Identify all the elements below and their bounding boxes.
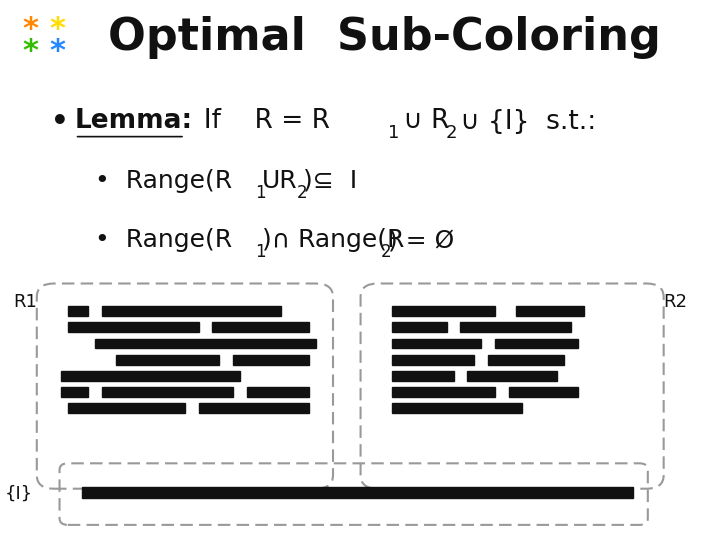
Bar	[392, 355, 474, 365]
Text: 1: 1	[255, 184, 266, 202]
Text: {I}: {I}	[5, 485, 33, 503]
Bar	[392, 371, 454, 381]
Text: ∪ {I}  s.t.:: ∪ {I} s.t.:	[452, 109, 596, 134]
Text: )∩ Range(R: )∩ Range(R	[262, 228, 405, 252]
Bar	[392, 387, 495, 397]
Text: ) = Ø: ) = Ø	[388, 228, 454, 252]
Bar	[461, 322, 571, 332]
Bar	[392, 322, 446, 332]
Bar	[392, 306, 495, 316]
Bar	[102, 387, 233, 397]
Text: R2: R2	[664, 293, 688, 312]
Bar	[68, 403, 185, 413]
Bar	[233, 355, 309, 365]
Bar	[508, 387, 577, 397]
Text: R1: R1	[13, 293, 37, 312]
Text: Lemma:: Lemma:	[75, 109, 193, 134]
Bar	[102, 306, 282, 316]
Bar	[392, 403, 523, 413]
Text: *: *	[50, 15, 66, 44]
Bar	[488, 355, 564, 365]
Text: Optimal  Sub-Coloring: Optimal Sub-Coloring	[108, 16, 661, 59]
Text: •  Range(R: • Range(R	[95, 228, 233, 252]
Text: If    R = R: If R = R	[187, 109, 330, 134]
Bar	[516, 306, 585, 316]
Bar	[495, 339, 577, 348]
Text: 1: 1	[255, 243, 266, 261]
Text: ∪ R: ∪ R	[395, 109, 449, 134]
Bar	[392, 339, 481, 348]
Text: 2: 2	[445, 124, 456, 143]
Text: •  Range(R: • Range(R	[95, 169, 233, 193]
Text: 2: 2	[297, 184, 307, 202]
Bar	[68, 306, 89, 316]
Bar	[61, 387, 89, 397]
Text: )⊆  I: )⊆ I	[303, 169, 358, 193]
Text: *: *	[22, 15, 38, 44]
Text: •: •	[50, 107, 68, 136]
Text: UR: UR	[262, 169, 297, 193]
Bar	[81, 487, 633, 498]
Text: 1: 1	[388, 124, 400, 143]
Bar	[247, 387, 309, 397]
Bar	[212, 322, 309, 332]
Bar	[467, 371, 557, 381]
Text: *: *	[50, 37, 66, 66]
Text: 2: 2	[381, 243, 392, 261]
Bar	[68, 322, 199, 332]
Bar	[61, 371, 240, 381]
Bar	[116, 355, 220, 365]
Bar	[95, 339, 316, 348]
Bar	[199, 403, 309, 413]
Text: *: *	[22, 37, 38, 66]
